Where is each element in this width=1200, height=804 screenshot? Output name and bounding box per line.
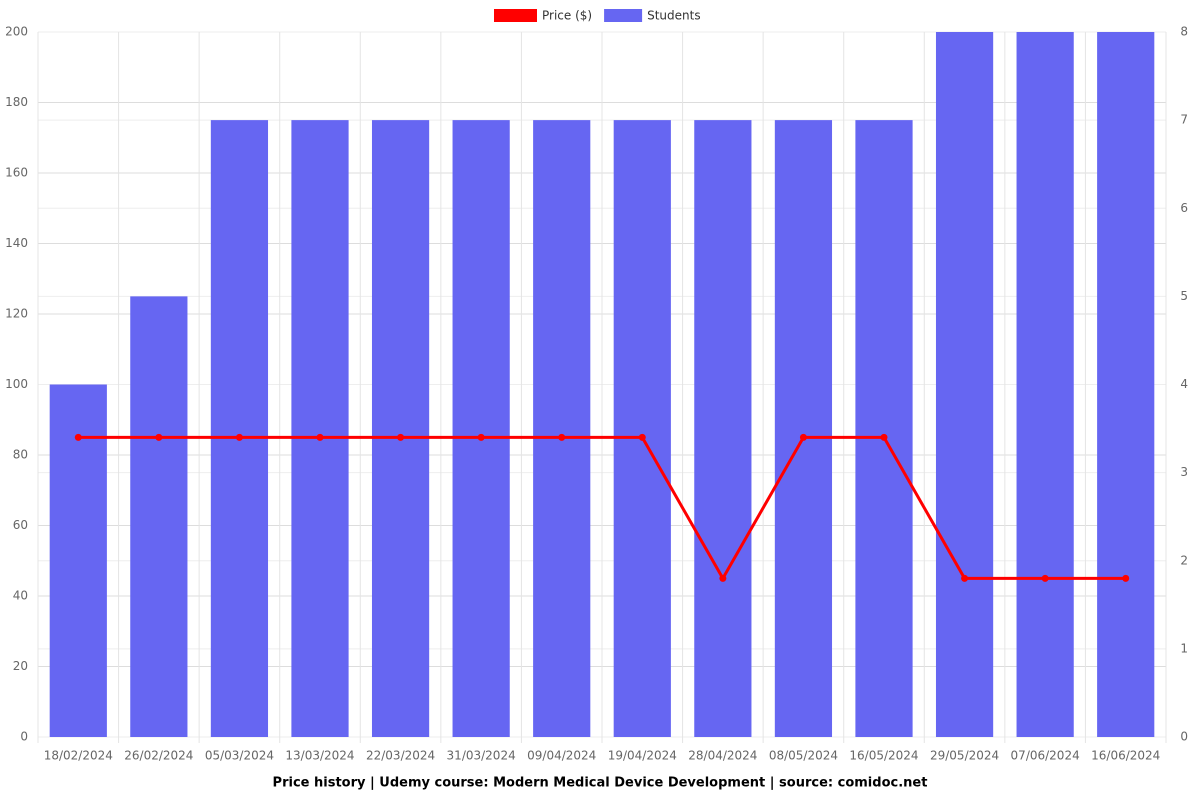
price-line	[78, 435, 1126, 582]
price-point	[1122, 574, 1130, 582]
y2-tick-label: 1	[1180, 641, 1188, 655]
price-point	[719, 574, 727, 582]
y-tick-label: 200	[5, 25, 28, 39]
bar	[452, 120, 510, 737]
price-point	[880, 433, 888, 441]
price-point	[74, 433, 82, 441]
bar	[694, 120, 752, 737]
x-tick-label: 16/05/2024	[849, 749, 918, 763]
price-point	[961, 574, 969, 582]
x-tick-label: 18/02/2024	[44, 749, 113, 763]
x-tick-label: 31/03/2024	[447, 749, 516, 763]
bar	[935, 32, 994, 737]
bar	[210, 120, 269, 737]
bar	[613, 120, 671, 737]
price-point	[1041, 574, 1049, 582]
bar	[1097, 32, 1155, 737]
y-tick-label: 160	[5, 166, 28, 180]
x-tick-label: 22/03/2024	[366, 749, 435, 763]
bar	[1016, 32, 1074, 737]
legend: Price ($) Students	[494, 9, 701, 23]
price-point	[799, 433, 807, 441]
price-point	[558, 433, 566, 441]
bar	[855, 120, 913, 737]
y2-tick-label: 3	[1180, 465, 1188, 479]
bar	[291, 120, 349, 737]
y2-tick-label: 2	[1180, 553, 1188, 567]
y2-tick-label: 8	[1180, 25, 1188, 39]
y-tick-label: 100	[5, 377, 28, 391]
bar	[533, 120, 591, 737]
x-tick-label: 08/05/2024	[769, 749, 838, 763]
legend-swatch	[494, 9, 537, 22]
y2-tick-label: 4	[1180, 377, 1188, 391]
bar	[130, 296, 188, 737]
y-tick-label: 20	[13, 659, 28, 673]
legend-swatch	[604, 9, 643, 22]
y-tick-label: 0	[20, 730, 28, 744]
x-tick-label: 19/04/2024	[608, 749, 677, 763]
y2-tick-label: 0	[1180, 730, 1188, 744]
y-tick-label: 60	[13, 518, 28, 532]
y-tick-label: 120	[5, 307, 28, 321]
chart-title: Price history | Udemy course: Modern Med…	[273, 776, 928, 791]
y-tick-label: 80	[13, 448, 28, 462]
y2-tick-label: 5	[1180, 289, 1188, 303]
x-tick-label: 07/06/2024	[1011, 749, 1080, 763]
y-tick-label: 140	[5, 236, 28, 250]
x-tick-label: 13/03/2024	[285, 749, 354, 763]
x-tick-label: 26/02/2024	[124, 749, 193, 763]
y-tick-label: 180	[5, 95, 28, 109]
legend-label: Price ($)	[542, 9, 592, 23]
x-tick-label: 28/04/2024	[688, 749, 757, 763]
bar	[49, 384, 107, 737]
price-point	[316, 433, 324, 441]
y2-tick-label: 7	[1180, 113, 1188, 127]
x-tick-label: 16/06/2024	[1091, 749, 1160, 763]
price-point	[155, 433, 163, 441]
price-point	[477, 433, 485, 441]
marks	[49, 32, 1155, 737]
y-tick-label: 40	[13, 589, 28, 603]
bar	[371, 120, 430, 737]
price-point	[397, 433, 405, 441]
y2-tick-label: 6	[1180, 201, 1188, 215]
x-tick-label: 05/03/2024	[205, 749, 274, 763]
price-point	[235, 433, 243, 441]
price-point	[638, 433, 646, 441]
bar	[774, 120, 833, 737]
x-tick-label: 09/04/2024	[527, 749, 596, 763]
x-tick-label: 29/05/2024	[930, 749, 999, 763]
legend-label: Students	[647, 9, 701, 23]
